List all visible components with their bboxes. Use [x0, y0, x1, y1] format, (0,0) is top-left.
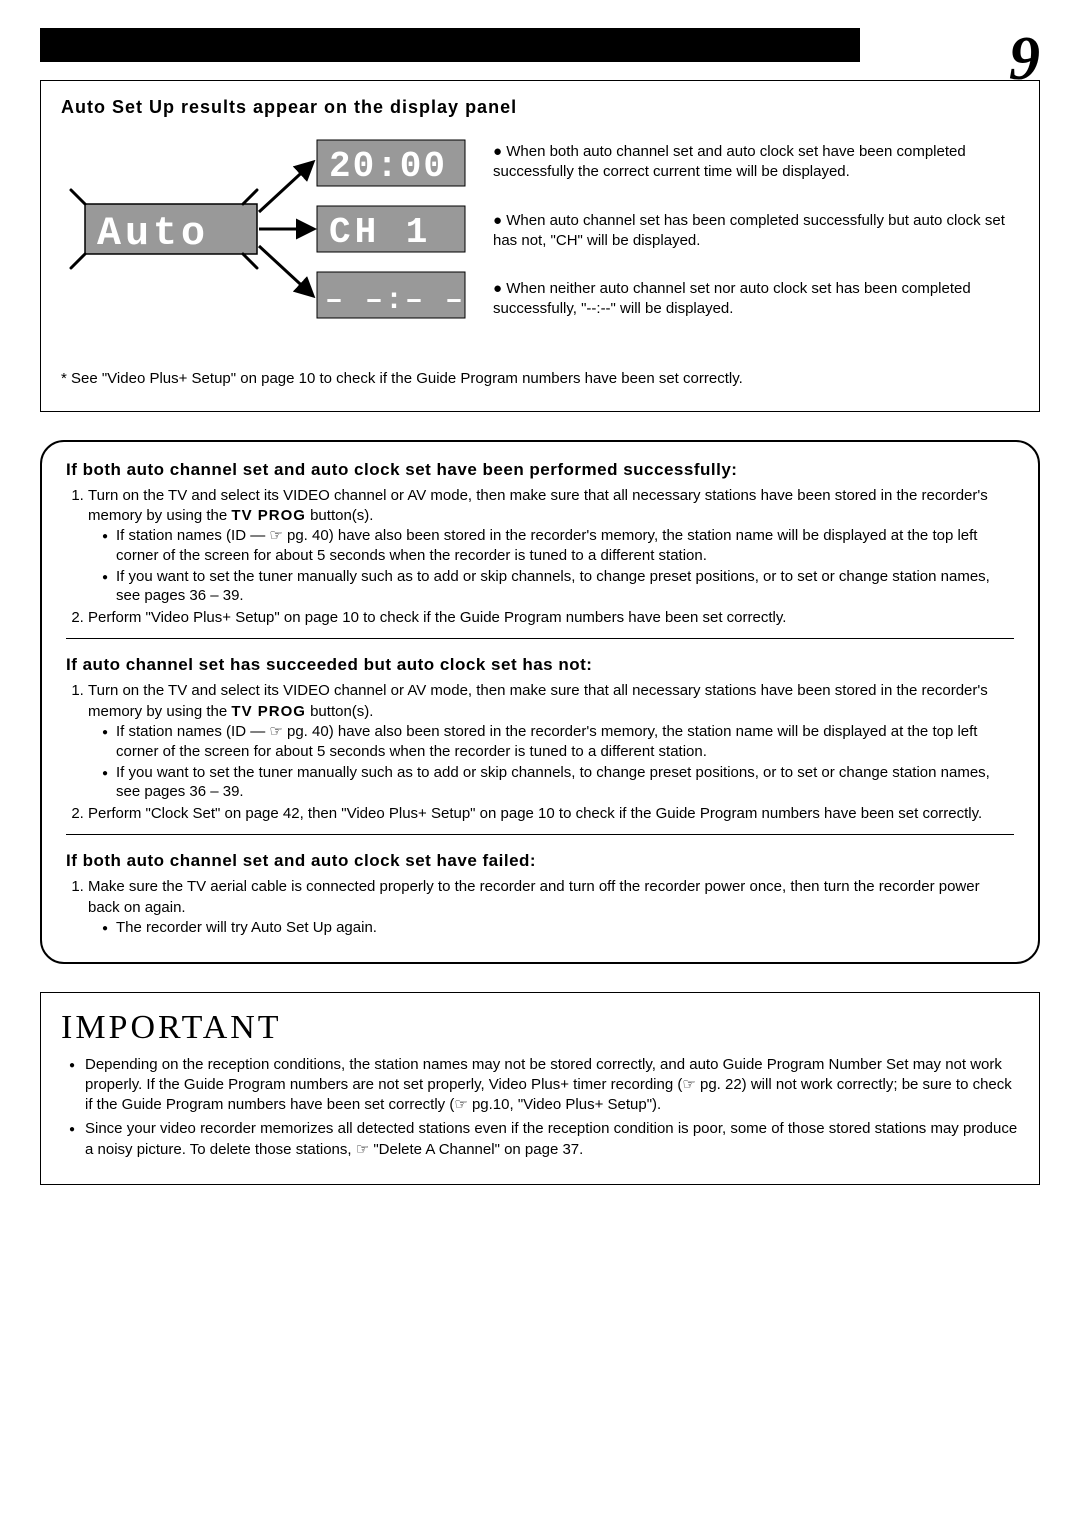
block1-step1: Turn on the TV and select its VIDEO chan… — [88, 486, 1014, 607]
procedures-box: If both auto channel set and auto clock … — [40, 440, 1040, 964]
important-box: IMPORTANT Depending on the reception con… — [40, 992, 1040, 1185]
block2-step1: Turn on the TV and select its VIDEO chan… — [88, 681, 1014, 802]
footnote: * See "Video Plus+ Setup" on page 10 to … — [61, 368, 1019, 389]
block2-step2: Perform "Clock Set" on page 42, then "Vi… — [88, 804, 1014, 824]
section-title: Auto Set Up results appear on the displa… — [61, 97, 1019, 118]
block3-sub1: The recorder will try Auto Set Up again. — [102, 918, 1008, 938]
important-title: IMPORTANT — [61, 1009, 1019, 1047]
block1-title: If both auto channel set and auto clock … — [66, 460, 1014, 480]
important-bullet-2: Since your video recorder memorizes all … — [69, 1119, 1019, 1160]
auto-label: Auto — [97, 212, 209, 257]
header-bar — [40, 28, 860, 62]
block2-sub2: If you want to set the tuner manually su… — [102, 763, 1008, 803]
divider — [66, 638, 1014, 639]
lcd-dashes: – –:– – — [325, 284, 465, 318]
block2-title: If auto channel set has succeeded but au… — [66, 655, 1014, 675]
divider — [66, 834, 1014, 835]
result-bullet-1: ● When both auto channel set and auto cl… — [493, 142, 1019, 183]
result-bullet-3: ● When neither auto channel set nor auto… — [493, 279, 1019, 320]
block2-sub1: If station names (ID — ☞ pg. 40) have al… — [102, 722, 1008, 762]
page-number: 9 — [1009, 28, 1040, 90]
block1-sub2: If you want to set the tuner manually su… — [102, 567, 1008, 607]
result-bullet-2: ● When auto channel set has been complet… — [493, 211, 1019, 252]
important-bullet-1: Depending on the reception conditions, t… — [69, 1055, 1019, 1116]
lcd-ch: CH 1 — [329, 212, 431, 253]
block1-sub1: If station names (ID — ☞ pg. 40) have al… — [102, 526, 1008, 566]
display-diagram: Auto 20:00 CH 1 – –:– – — [61, 134, 471, 348]
block3-title: If both auto channel set and auto clock … — [66, 851, 1014, 871]
lcd-time: 20:00 — [329, 146, 447, 187]
block3-step1: Make sure the TV aerial cable is connect… — [88, 877, 1014, 937]
auto-setup-results-box: Auto Set Up results appear on the displa… — [40, 80, 1040, 412]
block1-step2: Perform "Video Plus+ Setup" on page 10 t… — [88, 608, 1014, 628]
